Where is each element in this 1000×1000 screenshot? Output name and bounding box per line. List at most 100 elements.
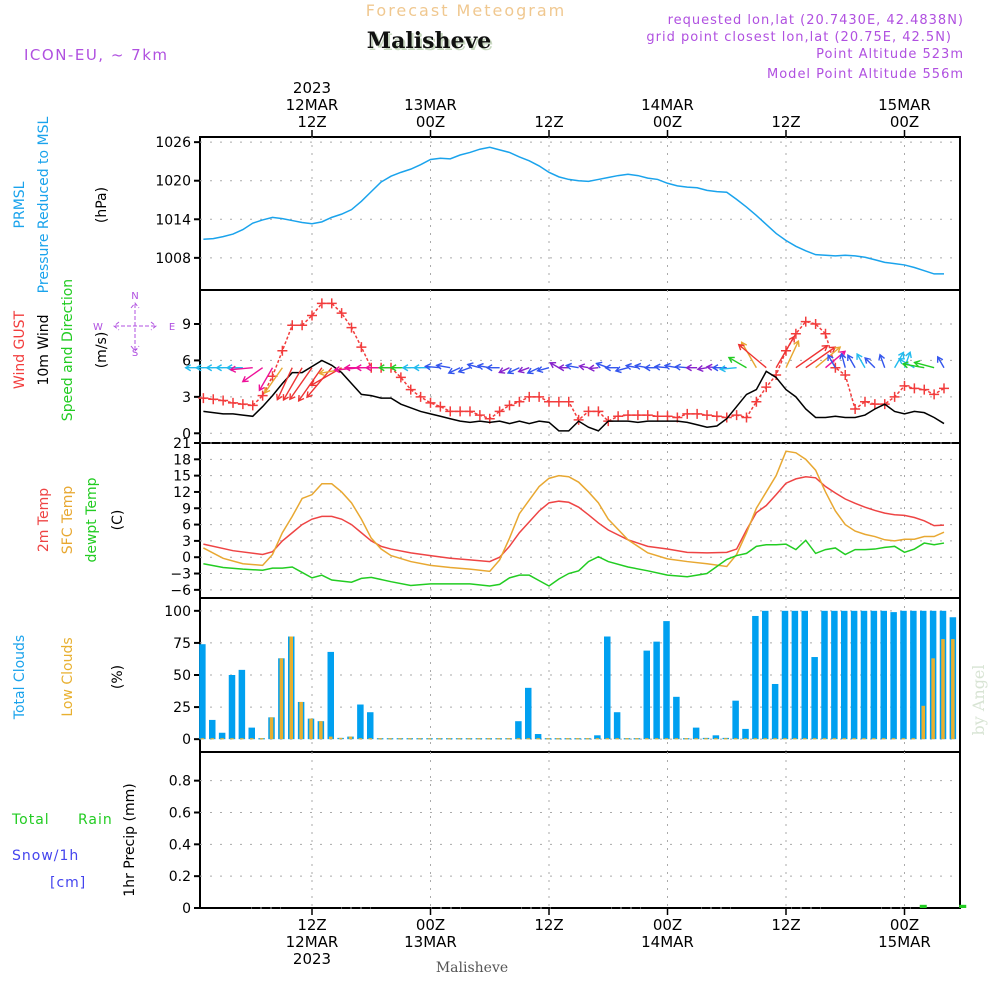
wind-arrow-icon: [696, 364, 708, 373]
wind-arrow-head: [674, 363, 681, 371]
gust-marker: [692, 408, 703, 419]
bottom-tick-label: 12Z: [297, 916, 326, 934]
wind-arrow-icon: [775, 335, 795, 369]
wind-arrow-shaft: [518, 367, 530, 373]
series-line-dewpt-temp: [203, 539, 945, 587]
gust-marker: [237, 399, 248, 410]
wind-arrow-head: [297, 394, 305, 402]
total-cloud-bar: [959, 904, 967, 908]
wind-arrow-shaft: [795, 345, 828, 369]
gust-marker: [623, 410, 633, 421]
wind-arrow-head: [864, 356, 871, 364]
wind-arrow-head: [901, 361, 909, 369]
wind-arrow-icon: [466, 362, 481, 370]
wind-arrow-shaft: [579, 365, 589, 369]
wind-arrow-shaft: [856, 353, 866, 369]
top-tick-label: 12Z: [297, 113, 326, 131]
wind-arrow-shaft: [697, 367, 708, 371]
low-cloud-bar: [714, 738, 718, 740]
y-tick-label: 0: [182, 732, 191, 748]
gust-marker: [228, 397, 238, 408]
wind-arrow-head: [389, 364, 397, 372]
bottom-tick-label: 12Z: [771, 916, 800, 934]
bottom-tick-label: 2023: [293, 950, 331, 968]
wind-arrow-head: [423, 363, 431, 371]
y-axis-label: 2m Temp: [36, 488, 52, 552]
wind-arrow-head: [614, 366, 622, 374]
gust-marker: [702, 410, 712, 421]
wind-arrow-shaft: [902, 363, 925, 369]
total-cloud-bar: [653, 641, 660, 740]
y-tick-label: 100: [164, 604, 191, 620]
y-axis-label: (C): [110, 510, 126, 531]
gust-marker: [711, 411, 722, 422]
gust-marker: [277, 345, 288, 356]
compass-e: E: [169, 322, 175, 333]
total-cloud-bar: [357, 704, 364, 740]
low-cloud-bar: [585, 738, 590, 740]
wind-arrow-shaft: [654, 365, 668, 369]
y-tick-label: −6: [170, 583, 191, 599]
y-tick-label: 9: [182, 501, 191, 517]
y-tick-label: 1026: [155, 135, 191, 151]
gust-marker: [405, 384, 416, 395]
low-cloud-bar: [487, 738, 491, 740]
location-title-shadow: Malisheve: [369, 30, 493, 56]
bottom-tick-label: 00Z: [416, 916, 445, 934]
gust-marker: [544, 396, 554, 407]
total-cloud-bar: [801, 610, 808, 740]
watermark: by Angel: [969, 664, 988, 735]
gust-marker: [326, 298, 337, 309]
gust-marker: [573, 414, 584, 425]
wind-arrow-icon: [737, 343, 767, 369]
wind-arrow-shaft: [282, 367, 303, 401]
gust-marker: [534, 391, 545, 402]
wind-arrow-head: [485, 364, 493, 372]
y-tick-label: 0: [182, 901, 191, 917]
top-tick-label: 00Z: [890, 113, 919, 131]
series-line-prmsl: [203, 146, 944, 275]
wind-arrow-icon: [498, 367, 510, 374]
series-line-2m-temp: [203, 475, 945, 563]
total-cloud-bar: [841, 610, 848, 740]
total-cloud-bar: [910, 610, 917, 740]
y-axis-label: (%): [110, 665, 126, 689]
gust-marker: [721, 412, 732, 423]
total-cloud-bar: [613, 712, 621, 740]
low-cloud-bar: [891, 738, 896, 740]
wind-arrow-icon: [901, 361, 925, 369]
low-cloud-bar: [951, 639, 955, 740]
requested-coords: requested lon,lat (20.7430E, 42.4838N): [668, 13, 964, 28]
low-cloud-bar: [289, 636, 293, 740]
wind-arrow-shaft: [276, 367, 293, 400]
wind-arrow-head: [354, 364, 362, 372]
total-cloud-bar: [732, 700, 739, 740]
y-tick-label: 1020: [155, 174, 191, 190]
wind-arrow-head: [905, 351, 912, 359]
low-cloud-bar: [743, 738, 748, 740]
wind-arrow-head: [847, 354, 854, 362]
wind-arrow-icon: [903, 351, 912, 368]
y-axis-label: dewpt Temp: [84, 477, 100, 562]
top-tick-label: 00Z: [416, 113, 445, 131]
wind-arrow-head: [318, 369, 326, 377]
bottom-tick-label: 12MAR: [286, 933, 339, 951]
wind-arrow-head: [549, 361, 557, 369]
gust-marker: [583, 406, 594, 417]
low-cloud-bar: [901, 738, 906, 740]
low-cloud-bar: [457, 738, 461, 740]
y-tick-label: 9: [182, 317, 191, 333]
wind-arrow-icon: [936, 355, 945, 369]
total-cloud-bar: [673, 696, 680, 740]
total-cloud-bar: [604, 636, 611, 740]
gust-marker: [297, 320, 308, 331]
gust-marker: [652, 411, 663, 422]
wind-arrow-shaft: [728, 356, 747, 369]
total-cloud-bar: [762, 610, 769, 740]
low-cloud-bar: [803, 738, 807, 740]
top-tick-label: 15MAR: [878, 96, 931, 114]
low-cloud-bar: [822, 738, 827, 740]
top-tick-label: 12MAR: [286, 96, 339, 114]
low-cloud-bar: [635, 738, 639, 740]
